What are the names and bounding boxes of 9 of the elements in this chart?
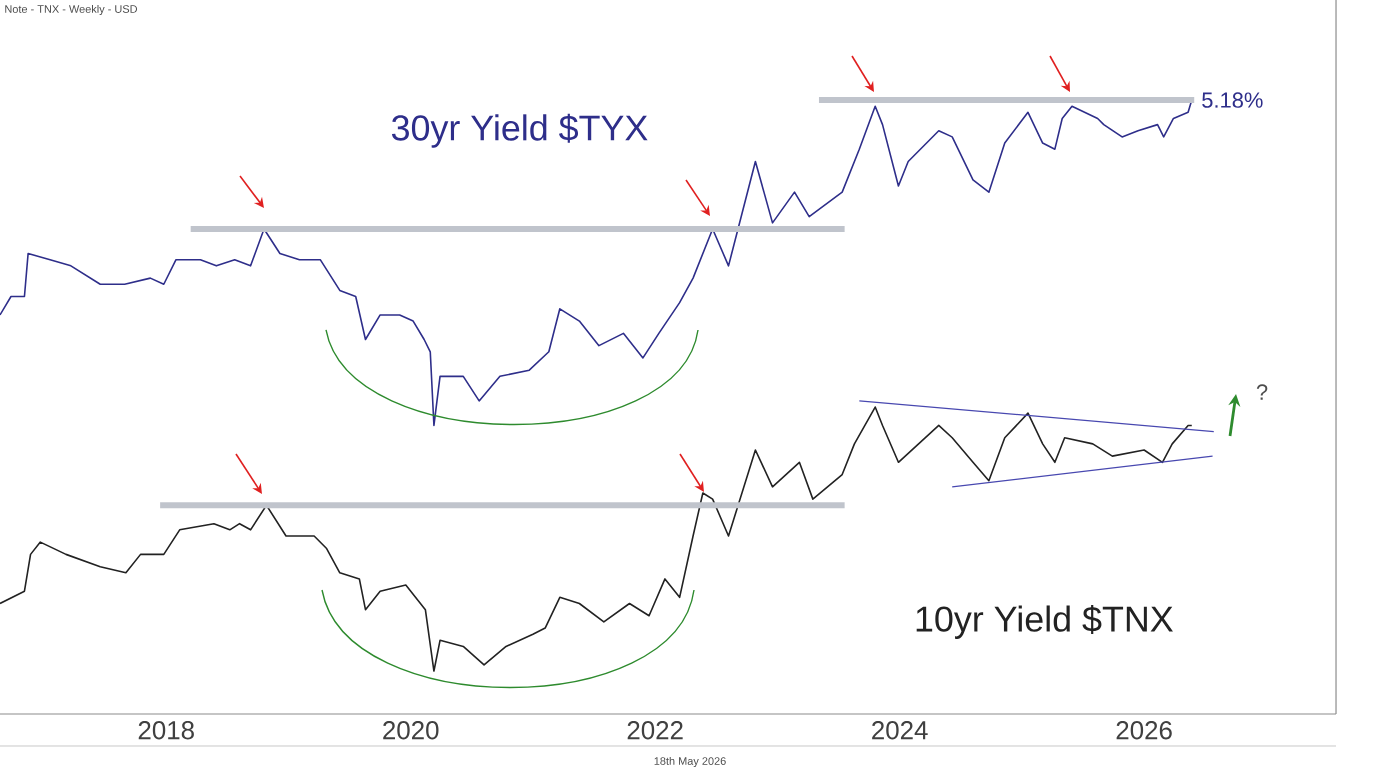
- annotation: 5.18%: [1202, 92, 1263, 108]
- x-tick-label: 2022: [627, 721, 683, 740]
- x-tick-label: 2024: [872, 721, 928, 740]
- text: 10yr Yield $TNX: [916, 604, 1173, 639]
- x-tick-label: 2026: [1116, 721, 1172, 740]
- text: 30yr Yield $TYX: [391, 113, 648, 148]
- x-tick-label: 2020: [383, 721, 439, 740]
- x-tick-label: 2018: [138, 721, 194, 740]
- annotation: ?: [1256, 384, 1268, 400]
